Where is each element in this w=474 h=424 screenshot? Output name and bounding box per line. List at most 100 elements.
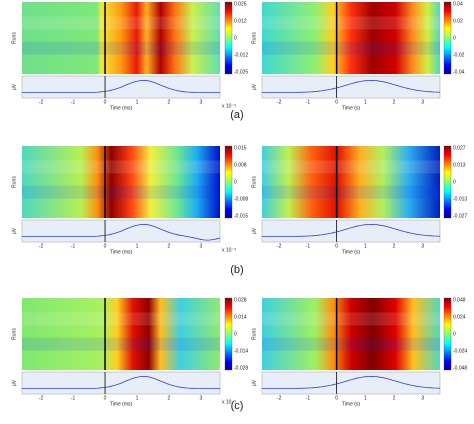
x-tick-label: 0 — [104, 395, 107, 401]
x-tick-label: 2 — [393, 395, 396, 401]
average-trace — [262, 375, 441, 389]
y-axis-label: Runs — [11, 176, 17, 188]
trace-panel — [261, 75, 441, 99]
x-tick-label: -1 — [71, 243, 76, 249]
colorbar-tick-label: -0.024 — [453, 348, 467, 354]
trace-axis-label: µV — [11, 227, 17, 234]
trace-axis-label: µV — [11, 83, 17, 90]
x-tick-label: 1 — [136, 395, 139, 401]
trace-panel — [261, 371, 441, 395]
colorbar-tick-label: -0.012 — [234, 52, 248, 58]
x-tick-label: 1 — [364, 243, 367, 249]
colorbar-tick-label: -0.025 — [234, 69, 248, 75]
colorbar-tick-label: -0.028 — [234, 365, 248, 371]
colorbar-tick-label: 0.025 — [234, 1, 247, 7]
trace-axis-label: µV — [251, 83, 257, 90]
x-tick-label: 3 — [421, 243, 424, 249]
x-tick-label: 3 — [421, 99, 424, 105]
trace-axis-label: µV — [251, 227, 257, 234]
colorbar-tick-label: 0 — [234, 179, 237, 185]
colorbar-tick-label: 0.028 — [234, 297, 247, 303]
colorbar — [224, 1, 233, 75]
heatmap-row-shade — [22, 16, 220, 30]
x-tick-label: 3 — [199, 99, 202, 105]
heatmap — [262, 146, 440, 218]
x-tick-label: -2 — [277, 243, 282, 249]
colorbar-tick-label: 0.027 — [453, 145, 466, 151]
x-tick-label: 1 — [136, 99, 139, 105]
colorbar-tick-label: -0.014 — [234, 348, 248, 354]
x-tick-label: -1 — [71, 395, 76, 401]
colorbar-tick-label: 0 — [453, 35, 456, 41]
y-axis-label: Runs — [251, 176, 257, 188]
colorbar-tick-label: -0.008 — [234, 196, 248, 202]
panel-label: (c) — [231, 400, 244, 412]
colorbar-tick-label: -0.04 — [453, 69, 465, 75]
colorbar-tick-label: 0.013 — [453, 162, 466, 168]
colorbar — [443, 297, 452, 371]
x-tick-label: 0 — [104, 99, 107, 105]
x-tick-label: 0 — [335, 395, 338, 401]
x-axis-label: Time (s) — [342, 401, 360, 407]
heatmap-row-shade — [22, 160, 220, 174]
x-axis-label: Time (ms) — [110, 249, 133, 255]
colorbar-tick-label: 0.02 — [453, 18, 463, 24]
x-tick-label: -2 — [277, 395, 282, 401]
x-scale-label: x 10⁻³ — [222, 103, 236, 109]
colorbar-tick-label: -0.015 — [234, 213, 248, 219]
x-tick-label: -2 — [39, 243, 44, 249]
average-trace — [262, 223, 441, 237]
x-tick-label: 0 — [104, 243, 107, 249]
colorbar-tick-label: 0.04 — [453, 1, 463, 7]
heatmap-row-shade — [262, 16, 440, 30]
x-tick-label: 1 — [136, 243, 139, 249]
y-axis-label: Runs — [251, 32, 257, 44]
colorbar-tick-label: 0.008 — [234, 162, 247, 168]
panel-label: (a) — [230, 109, 243, 121]
colorbar-tick-label: 0 — [234, 35, 237, 41]
colorbar — [224, 145, 233, 219]
x-tick-label: -1 — [306, 99, 311, 105]
y-axis-label: Runs — [11, 328, 17, 340]
heatmap-row-shade — [262, 312, 440, 326]
y-axis-label: Runs — [11, 32, 17, 44]
colorbar-tick-label: -0.02 — [453, 52, 465, 58]
heatmap-row-shade — [262, 337, 440, 351]
x-scale-label: x 10⁻³ — [222, 247, 236, 253]
colorbar-tick-label: -0.013 — [453, 196, 467, 202]
heatmap-row-shade — [262, 160, 440, 174]
x-tick-label: 2 — [393, 99, 396, 105]
x-tick-label: 0 — [335, 99, 338, 105]
colorbar-tick-label: 0.014 — [234, 314, 247, 320]
x-tick-label: 2 — [393, 243, 396, 249]
x-tick-label: 1 — [364, 395, 367, 401]
heatmap-row-shade — [22, 312, 220, 326]
heatmap-row-shade — [22, 185, 220, 199]
colorbar-tick-label: 0 — [453, 331, 456, 337]
colorbar — [443, 1, 452, 75]
y-axis-label: Runs — [251, 328, 257, 340]
x-scale-label: x 10⁻³ — [222, 399, 236, 405]
x-axis-label: Time (s) — [342, 249, 360, 255]
x-tick-label: 1 — [364, 99, 367, 105]
trace-axis-label: µV — [251, 379, 257, 386]
average-trace — [262, 79, 441, 93]
x-tick-label: -1 — [71, 99, 76, 105]
average-trace — [22, 79, 220, 93]
x-tick-label: 2 — [168, 243, 171, 249]
colorbar-tick-label: 0.024 — [453, 314, 466, 320]
x-tick-label: 2 — [168, 395, 171, 401]
heatmap — [22, 146, 220, 218]
heatmap — [22, 298, 220, 370]
colorbar — [443, 145, 452, 219]
x-axis-label: Time (s) — [342, 105, 360, 111]
heatmap — [262, 298, 440, 370]
x-tick-label: -2 — [277, 99, 282, 105]
x-tick-label: 3 — [199, 395, 202, 401]
colorbar-tick-label: -0.048 — [453, 365, 467, 371]
colorbar-tick-label: 0.015 — [234, 145, 247, 151]
x-tick-label: 2 — [168, 99, 171, 105]
x-tick-label: 0 — [335, 243, 338, 249]
heatmap-row-shade — [262, 185, 440, 199]
